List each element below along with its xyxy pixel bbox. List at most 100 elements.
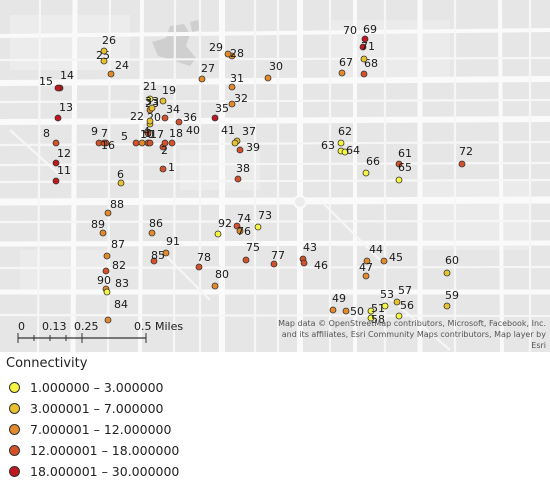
- scale-bar: 0 0.13 0.25 0.5 Miles: [17, 320, 183, 343]
- site-point-45[interactable]: [380, 257, 388, 265]
- site-point-80[interactable]: [211, 282, 219, 290]
- site-point-72[interactable]: [458, 160, 466, 168]
- site-point-41[interactable]: [231, 139, 239, 147]
- site-point-85[interactable]: [150, 257, 158, 265]
- site-label-66: 66: [366, 155, 380, 168]
- site-point-6[interactable]: [117, 179, 125, 187]
- site-label-34: 34: [166, 103, 180, 116]
- site-point-30[interactable]: [264, 74, 272, 82]
- site-point-88[interactable]: [104, 209, 112, 217]
- site-point-66[interactable]: [362, 169, 370, 177]
- site-point-31[interactable]: [228, 83, 236, 91]
- site-point-89[interactable]: [99, 229, 107, 237]
- site-point-17[interactable]: [146, 139, 154, 147]
- site-point-56[interactable]: [395, 312, 403, 320]
- site-point-62[interactable]: [337, 139, 345, 147]
- site-label-26: 26: [102, 34, 116, 47]
- site-point-11[interactable]: [52, 177, 60, 185]
- site-point-5[interactable]: [132, 139, 140, 147]
- site-point-44[interactable]: [363, 257, 371, 265]
- site-point-82[interactable]: [102, 267, 110, 275]
- site-point-74[interactable]: [233, 222, 241, 230]
- site-point-40[interactable]: [168, 139, 176, 147]
- site-point-4[interactable]: [144, 129, 152, 137]
- site-point-29[interactable]: [224, 50, 232, 58]
- site-label-22: 22: [130, 110, 144, 123]
- site-label-53: 53: [380, 288, 394, 301]
- site-point-78[interactable]: [195, 263, 203, 271]
- site-point-92[interactable]: [214, 230, 222, 238]
- site-point-1[interactable]: [159, 165, 167, 173]
- site-label-11: 11: [57, 164, 71, 177]
- legend-label: 1.000000 – 3.000000: [30, 380, 164, 395]
- legend-label: 18.000001 – 30.000000: [30, 464, 180, 479]
- site-point-67[interactable]: [338, 69, 346, 77]
- site-point-34[interactable]: [161, 114, 169, 122]
- site-points: 1234567891011121314151617181920212223242…: [39, 23, 473, 326]
- legend-title: Connectivity: [6, 356, 88, 371]
- site-point-13[interactable]: [54, 114, 62, 122]
- site-point-27[interactable]: [198, 75, 206, 83]
- site-point-76[interactable]: [236, 227, 244, 235]
- legend-label: 7.000001 – 12.000000: [30, 422, 172, 437]
- site-point-39[interactable]: [236, 146, 244, 154]
- site-label-12: 12: [57, 147, 71, 160]
- map-canvas: 0 0.13 0.25 0.5 Miles 123456789101112131…: [0, 0, 550, 352]
- legend-swatch: [9, 445, 20, 456]
- site-label-85: 85: [151, 249, 165, 262]
- site-point-60[interactable]: [443, 269, 451, 277]
- site-point-61[interactable]: [395, 160, 403, 168]
- site-point-90[interactable]: [103, 288, 111, 296]
- site-point-86[interactable]: [148, 229, 156, 237]
- site-point-69[interactable]: [361, 35, 369, 43]
- legend-label: 3.000001 – 7.000000: [30, 401, 164, 416]
- site-point-58[interactable]: [367, 314, 375, 322]
- site-point-15[interactable]: [54, 84, 62, 92]
- site-label-87: 87: [111, 238, 125, 251]
- site-point-49[interactable]: [329, 306, 337, 314]
- site-point-24[interactable]: [107, 70, 115, 78]
- site-point-22[interactable]: [146, 117, 154, 125]
- site-label-23: 23: [145, 97, 159, 110]
- site-point-38[interactable]: [234, 175, 242, 183]
- site-label-74: 74: [237, 212, 251, 225]
- site-point-87[interactable]: [103, 252, 111, 260]
- site-label-24: 24: [115, 59, 129, 72]
- site-point-25[interactable]: [100, 57, 108, 65]
- site-point-57[interactable]: [393, 298, 401, 306]
- site-label-60: 60: [445, 254, 459, 267]
- site-point-19[interactable]: [159, 97, 167, 105]
- site-point-77[interactable]: [270, 260, 278, 268]
- site-point-46[interactable]: [300, 259, 308, 267]
- site-point-51[interactable]: [367, 307, 375, 315]
- site-point-73[interactable]: [254, 223, 262, 231]
- site-point-35[interactable]: [211, 114, 219, 122]
- site-point-32[interactable]: [228, 100, 236, 108]
- site-point-8[interactable]: [52, 139, 60, 147]
- site-point-18[interactable]: [161, 139, 169, 147]
- site-point-16[interactable]: [100, 139, 108, 147]
- site-point-47[interactable]: [362, 272, 370, 280]
- site-point-33[interactable]: [148, 104, 156, 112]
- site-label-63: 63: [321, 139, 335, 152]
- site-point-65[interactable]: [395, 176, 403, 184]
- site-point-84[interactable]: [104, 316, 112, 324]
- site-point-75[interactable]: [242, 256, 250, 264]
- site-point-64[interactable]: [341, 148, 349, 156]
- site-label-78: 78: [197, 251, 211, 264]
- site-point-10[interactable]: [138, 139, 146, 147]
- site-point-50[interactable]: [342, 307, 350, 315]
- site-point-36[interactable]: [175, 118, 183, 126]
- site-label-44: 44: [369, 243, 383, 256]
- site-point-59[interactable]: [443, 302, 451, 310]
- site-point-12[interactable]: [52, 159, 60, 167]
- site-label-14: 14: [60, 69, 74, 82]
- site-point-68[interactable]: [360, 70, 368, 78]
- site-point-21[interactable]: [146, 95, 154, 103]
- site-point-53[interactable]: [381, 302, 389, 310]
- site-point-26[interactable]: [100, 47, 108, 55]
- site-point-70[interactable]: [359, 43, 367, 51]
- site-point-91[interactable]: [162, 249, 170, 257]
- site-point-71[interactable]: [360, 55, 368, 63]
- map-view[interactable]: 0 0.13 0.25 0.5 Miles 123456789101112131…: [0, 0, 550, 352]
